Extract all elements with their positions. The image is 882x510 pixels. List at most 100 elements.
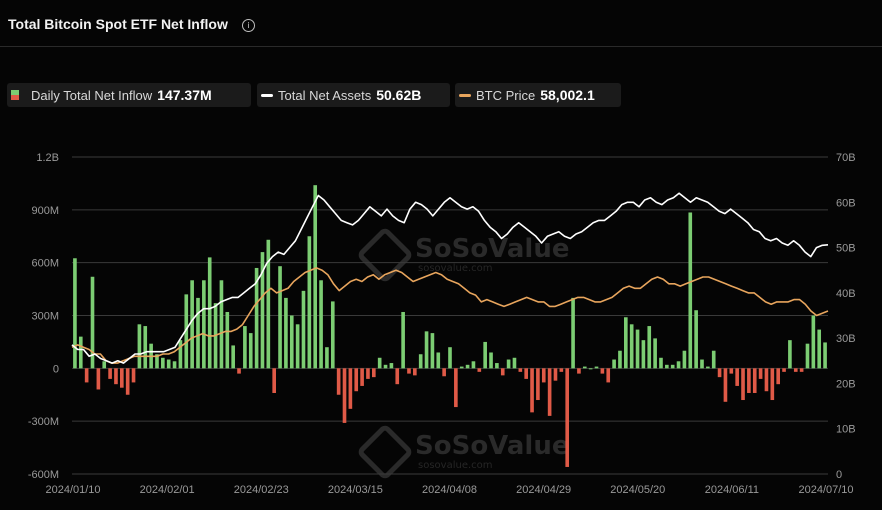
inflow-bar[interactable] (606, 368, 611, 383)
inflow-bar[interactable] (635, 329, 640, 369)
inflow-bar[interactable] (659, 357, 663, 369)
inflow-bar[interactable] (629, 324, 634, 369)
inflow-bar[interactable] (389, 363, 394, 369)
inflow-bar[interactable] (764, 368, 769, 392)
inflow-bar[interactable] (594, 366, 599, 369)
inflow-bar[interactable] (477, 368, 482, 372)
inflow-bar[interactable] (735, 368, 739, 386)
inflow-bar[interactable] (248, 333, 253, 369)
inflow-bar[interactable] (706, 366, 710, 369)
inflow-bar[interactable] (377, 357, 382, 369)
inflow-bar[interactable] (811, 315, 816, 369)
inflow-bar[interactable] (395, 368, 400, 385)
inflow-bar[interactable] (137, 324, 142, 369)
inflow-bar[interactable] (289, 315, 294, 369)
inflow-bar[interactable] (782, 368, 786, 372)
inflow-bar[interactable] (114, 368, 118, 385)
inflow-bar[interactable] (383, 364, 388, 369)
inflow-bar[interactable] (588, 368, 593, 370)
inflow-bar[interactable] (770, 368, 775, 401)
inflow-bar[interactable] (483, 341, 487, 369)
inflow-bar[interactable] (172, 361, 177, 369)
inflow-bar[interactable] (418, 354, 423, 369)
inflow-bar[interactable] (823, 342, 827, 369)
inflow-bar[interactable] (465, 364, 470, 369)
inflow-bar[interactable] (202, 280, 206, 369)
inflow-bar[interactable] (354, 368, 359, 392)
inflow-bar[interactable] (243, 326, 247, 369)
inflow-bar[interactable] (752, 368, 757, 393)
inflow-bar[interactable] (231, 345, 235, 369)
inflow-bar[interactable] (799, 368, 804, 372)
inflow-bar[interactable] (577, 368, 581, 374)
inflow-bar[interactable] (207, 257, 212, 369)
inflow-bar[interactable] (618, 350, 622, 369)
legend-item-btc-price[interactable]: BTC Price 58,002.1 (455, 83, 621, 107)
inflow-bar[interactable] (325, 347, 329, 369)
inflow-bar[interactable] (166, 359, 171, 369)
inflow-bar[interactable] (401, 311, 405, 369)
inflow-bar[interactable] (155, 354, 159, 369)
inflow-bar[interactable] (793, 368, 798, 372)
inflow-bar[interactable] (307, 236, 312, 369)
inflow-bar[interactable] (448, 347, 452, 369)
info-icon[interactable]: i (242, 19, 255, 32)
inflow-bar[interactable] (817, 329, 822, 369)
inflow-bar[interactable] (459, 366, 464, 369)
inflow-bar[interactable] (254, 267, 259, 369)
inflow-bar[interactable] (536, 368, 540, 401)
inflow-bar[interactable] (96, 368, 101, 390)
inflow-bar[interactable] (518, 368, 523, 372)
inflow-bar[interactable] (237, 368, 241, 374)
inflow-bar[interactable] (330, 301, 335, 369)
inflow-bar[interactable] (372, 368, 376, 378)
inflow-bar[interactable] (647, 326, 652, 369)
legend-item-daily-net-inflow[interactable]: Daily Total Net Inflow 147.37M (7, 83, 251, 107)
inflow-bar[interactable] (682, 350, 687, 369)
inflow-bar[interactable] (131, 368, 136, 383)
inflow-bar[interactable] (348, 368, 353, 409)
inflow-bar[interactable] (582, 366, 587, 369)
inflow-bar[interactable] (301, 290, 306, 369)
inflow-bar[interactable] (717, 368, 722, 378)
inflow-bar[interactable] (547, 368, 552, 416)
inflow-bar[interactable] (90, 276, 95, 369)
inflow-bar[interactable] (336, 368, 341, 395)
inflow-bar[interactable] (108, 368, 112, 379)
inflow-bar[interactable] (84, 368, 89, 383)
inflow-bar[interactable] (178, 340, 183, 369)
inflow-bar[interactable] (266, 239, 271, 369)
inflow-bar[interactable] (723, 368, 728, 402)
inflow-bar[interactable] (454, 368, 458, 408)
inflow-bar[interactable] (184, 294, 189, 369)
inflow-bar[interactable] (471, 361, 476, 369)
inflow-bar[interactable] (424, 331, 429, 369)
inflow-bar[interactable] (530, 368, 534, 413)
inflow-bar[interactable] (553, 368, 558, 381)
inflow-bar[interactable] (342, 368, 347, 423)
inflow-bar[interactable] (688, 212, 693, 369)
inflow-bar[interactable] (600, 368, 605, 374)
inflow-bar[interactable] (436, 352, 441, 369)
inflow-bar[interactable] (641, 340, 646, 369)
inflow-bar[interactable] (407, 368, 411, 374)
inflow-bar[interactable] (489, 352, 493, 369)
legend-item-total-net-assets[interactable]: Total Net Assets 50.62B (257, 83, 450, 107)
inflow-bar[interactable] (776, 368, 780, 385)
inflow-bar[interactable] (559, 368, 564, 372)
inflow-bar[interactable] (413, 368, 417, 376)
inflow-bar[interactable] (612, 359, 616, 369)
inflow-bar[interactable] (653, 338, 657, 369)
inflow-bar[interactable] (665, 364, 669, 369)
inflow-bar[interactable] (190, 280, 194, 369)
inflow-bar[interactable] (284, 297, 288, 369)
inflow-bar[interactable] (747, 368, 751, 393)
inflow-bar[interactable] (700, 359, 704, 369)
inflow-bar[interactable] (120, 368, 124, 388)
inflow-bar[interactable] (319, 280, 323, 369)
inflow-bar[interactable] (805, 343, 810, 369)
inflow-bar[interactable] (711, 350, 716, 369)
inflow-bar[interactable] (272, 368, 276, 393)
inflow-bar[interactable] (788, 340, 792, 369)
